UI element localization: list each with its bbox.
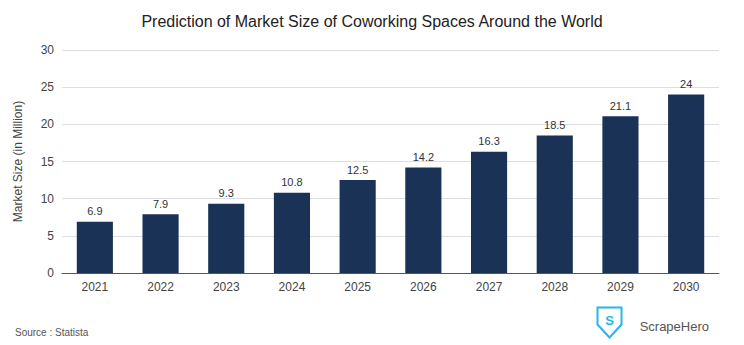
svg-text:18.5: 18.5 bbox=[544, 119, 565, 131]
svg-text:Prediction of Market Size of C: Prediction of Market Size of Coworking S… bbox=[141, 13, 602, 30]
svg-text:2026: 2026 bbox=[410, 280, 437, 294]
svg-text:6.9: 6.9 bbox=[87, 205, 102, 217]
svg-text:0: 0 bbox=[47, 266, 54, 280]
svg-text:2025: 2025 bbox=[344, 280, 371, 294]
svg-text:2023: 2023 bbox=[213, 280, 240, 294]
svg-text:24: 24 bbox=[680, 78, 692, 90]
svg-text:9.3: 9.3 bbox=[219, 187, 234, 199]
svg-text:30: 30 bbox=[41, 43, 55, 57]
svg-text:2028: 2028 bbox=[541, 280, 568, 294]
svg-text:2021: 2021 bbox=[81, 280, 108, 294]
svg-text:S: S bbox=[605, 313, 614, 328]
svg-text:10: 10 bbox=[41, 192, 55, 206]
svg-text:Source : Statista: Source : Statista bbox=[15, 327, 89, 338]
svg-text:2029: 2029 bbox=[607, 280, 634, 294]
svg-text:Market Size (in Million): Market Size (in Million) bbox=[11, 101, 25, 222]
svg-text:2027: 2027 bbox=[476, 280, 503, 294]
svg-text:2022: 2022 bbox=[147, 280, 174, 294]
svg-text:ScrapeHero: ScrapeHero bbox=[640, 319, 709, 334]
svg-text:2024: 2024 bbox=[279, 280, 306, 294]
svg-text:15: 15 bbox=[41, 155, 55, 169]
svg-text:2030: 2030 bbox=[673, 280, 700, 294]
svg-text:21.1: 21.1 bbox=[610, 100, 631, 112]
svg-text:14.2: 14.2 bbox=[413, 151, 434, 163]
svg-text:7.9: 7.9 bbox=[153, 198, 168, 210]
svg-text:5: 5 bbox=[47, 229, 54, 243]
svg-text:12.5: 12.5 bbox=[347, 164, 368, 176]
svg-text:25: 25 bbox=[41, 80, 55, 94]
svg-text:20: 20 bbox=[41, 117, 55, 131]
svg-text:10.8: 10.8 bbox=[281, 176, 302, 188]
svg-text:16.3: 16.3 bbox=[478, 135, 499, 147]
